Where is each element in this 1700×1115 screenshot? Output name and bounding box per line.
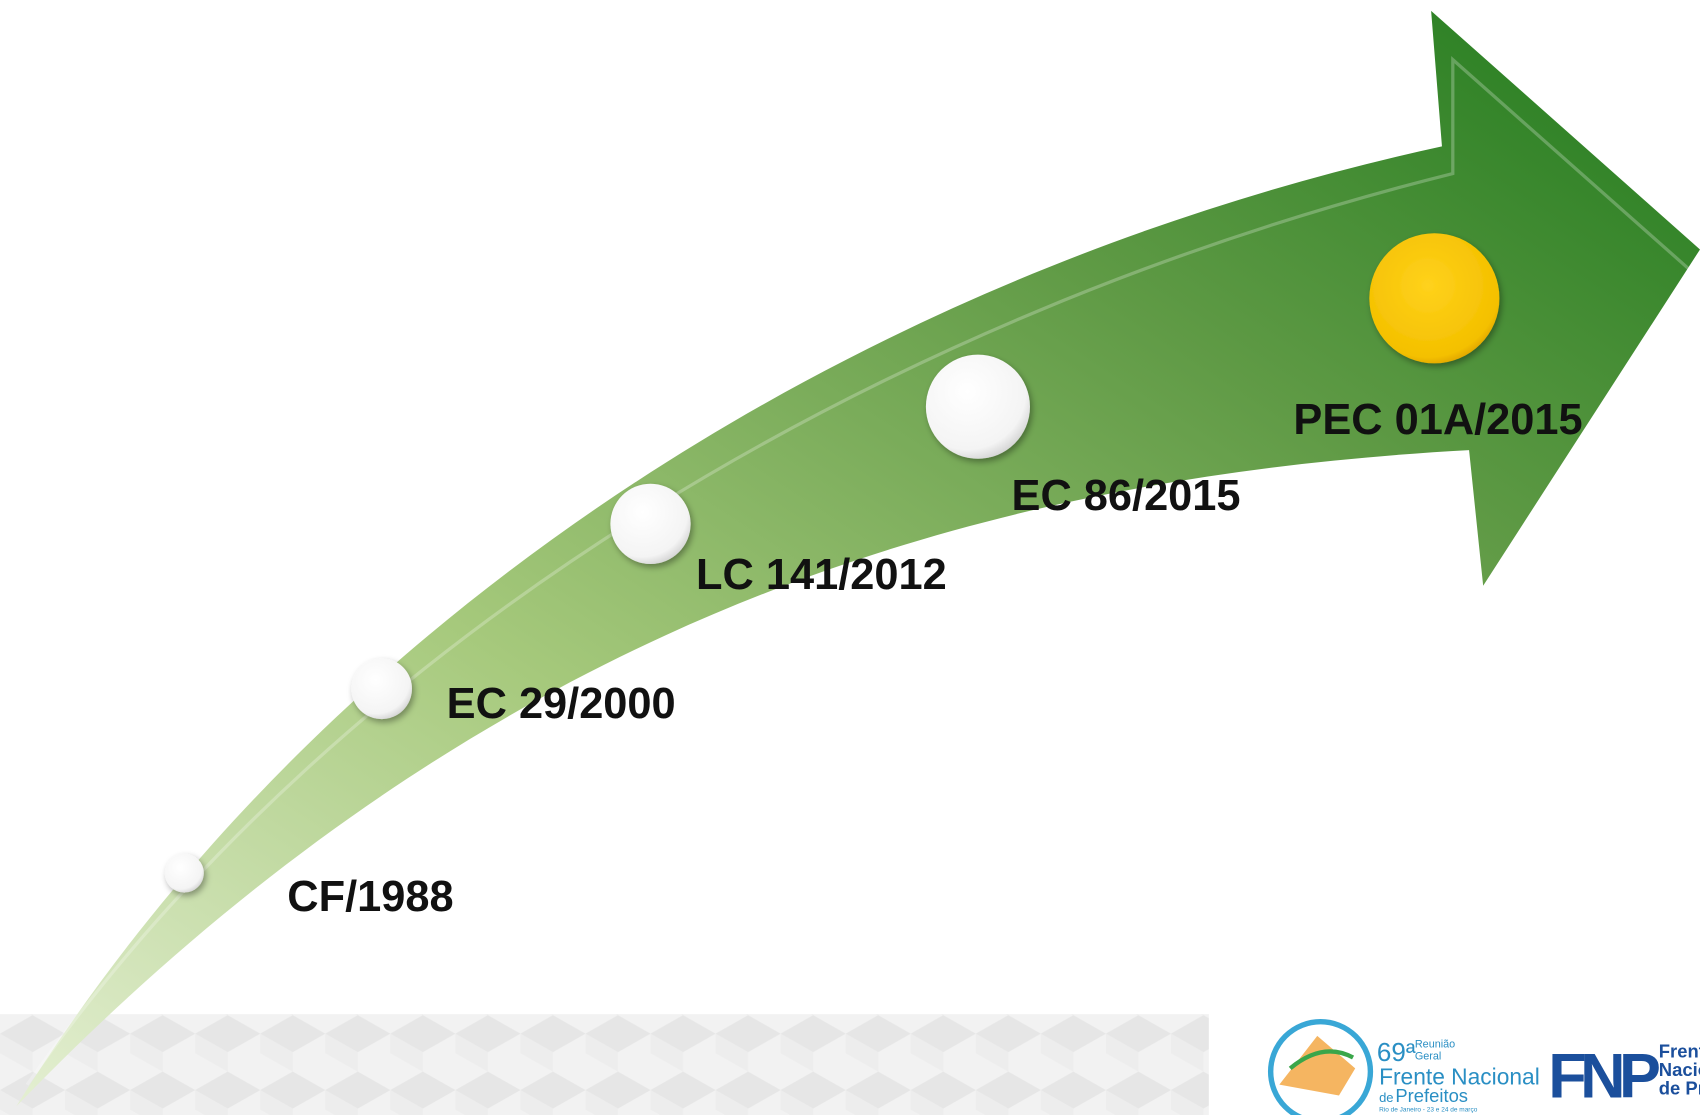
logo-text: Geral [1415, 1051, 1441, 1063]
pattern-band [0, 1014, 1209, 1115]
logo-text: Rio de Janeiro - 23 e 24 de março [1379, 1107, 1478, 1114]
logo-text: Frente Nacional [1379, 1064, 1540, 1090]
milestone-dot-current [1369, 233, 1500, 364]
milestone-label: CF/1988 [287, 873, 453, 921]
milestone-label: EC 86/2015 [1012, 472, 1241, 520]
milestone-dot [164, 853, 204, 893]
milestone-label: PEC 01A/2015 [1293, 396, 1582, 444]
logo-text: Reunião [1415, 1039, 1455, 1051]
milestone-label: EC 29/2000 [447, 680, 676, 728]
org-logo: FNP Frente Nacional de Prefeitos [1548, 1041, 1700, 1112]
event-logo: 69ª Reunião Geral Frente Nacional de Pre… [1267, 1019, 1540, 1115]
milestone-dot [351, 658, 412, 720]
logo-text: Nacional [1659, 1059, 1700, 1080]
milestone-dot [610, 483, 691, 565]
logo-text: Prefeitos [1395, 1085, 1468, 1106]
logo-text: 69ª [1377, 1037, 1416, 1067]
logo-text: Frente [1659, 1041, 1700, 1062]
milestone-dot [925, 354, 1030, 459]
logo-acronym: FNP [1548, 1042, 1659, 1112]
logo-text: de Prefeitos [1659, 1077, 1700, 1098]
logo-text: de [1379, 1090, 1393, 1105]
milestone-label: LC 141/2012 [696, 551, 947, 599]
arrow [16, 10, 1700, 1107]
